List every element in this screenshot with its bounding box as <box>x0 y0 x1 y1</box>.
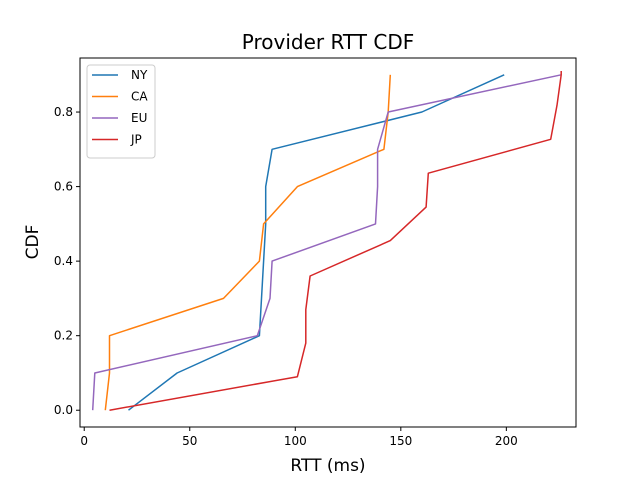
x-tick-label: 150 <box>389 434 412 448</box>
x-tick-label: 200 <box>495 434 518 448</box>
x-tick-label: 100 <box>284 434 307 448</box>
y-tick-label: 0.8 <box>54 105 73 119</box>
series-line-jp <box>109 71 562 411</box>
series-line-ca <box>104 74 392 411</box>
legend-label-ny: NY <box>131 68 148 82</box>
plot-frame <box>79 57 577 428</box>
y-axis-label: CDF <box>23 225 43 260</box>
x-tick-label: 50 <box>182 434 197 448</box>
y-axis: 0.0 0.2 0.4 0.6 0.8 <box>54 105 80 417</box>
y-tick-label: 0.2 <box>54 329 73 343</box>
y-tick-label: 0.6 <box>54 180 73 194</box>
legend: NY CA EU JP <box>86 64 156 159</box>
series-line-ny <box>128 74 505 411</box>
legend-box <box>86 64 156 159</box>
series-line-eu <box>91 74 562 411</box>
plot-area <box>91 71 562 411</box>
legend-label-eu: EU <box>131 111 147 125</box>
legend-label-jp: JP <box>130 133 142 147</box>
chart-title: Provider RTT CDF <box>242 30 414 54</box>
x-tick-label: 0 <box>80 434 88 448</box>
y-tick-label: 0.0 <box>54 403 73 417</box>
legend-label-ca: CA <box>131 90 148 104</box>
y-tick-label: 0.4 <box>54 254 73 268</box>
x-axis: 0 50 100 150 200 <box>80 427 518 448</box>
x-axis-label: RTT (ms) <box>290 456 365 476</box>
